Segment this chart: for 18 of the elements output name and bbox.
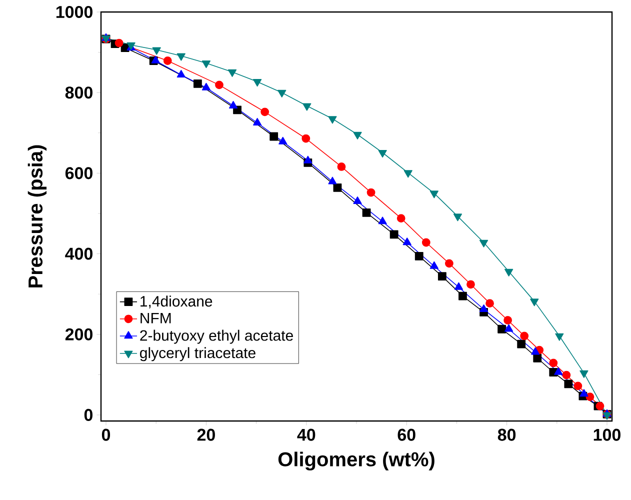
legend-label: 1,4dioxane <box>140 296 212 308</box>
y-tick-label: 800 <box>65 86 92 99</box>
y-tick-label: 0 <box>84 408 92 421</box>
legend-label: glyceryl triacetate <box>140 347 256 362</box>
y-tick-label: 400 <box>65 248 92 260</box>
x-tick-label: 100 <box>594 428 620 441</box>
x-tick-label: 0 <box>102 428 110 441</box>
x-tick-label: 60 <box>398 428 416 441</box>
y-axis-title: Pressure (psia) <box>28 145 47 288</box>
x-axis-title: Oligomers (wt%) <box>278 452 434 470</box>
x-tick-label: 20 <box>197 428 215 441</box>
x-tick-label: 40 <box>297 428 316 441</box>
y-tick-label: 200 <box>65 328 92 340</box>
x-tick-label: 80 <box>498 428 516 441</box>
y-tick-label: 600 <box>65 167 92 180</box>
legend-label: NFM <box>140 312 171 324</box>
y-tick-label: 1000 <box>56 6 92 18</box>
legend-label: 2-butyoxy ethyl acetate <box>140 330 293 344</box>
